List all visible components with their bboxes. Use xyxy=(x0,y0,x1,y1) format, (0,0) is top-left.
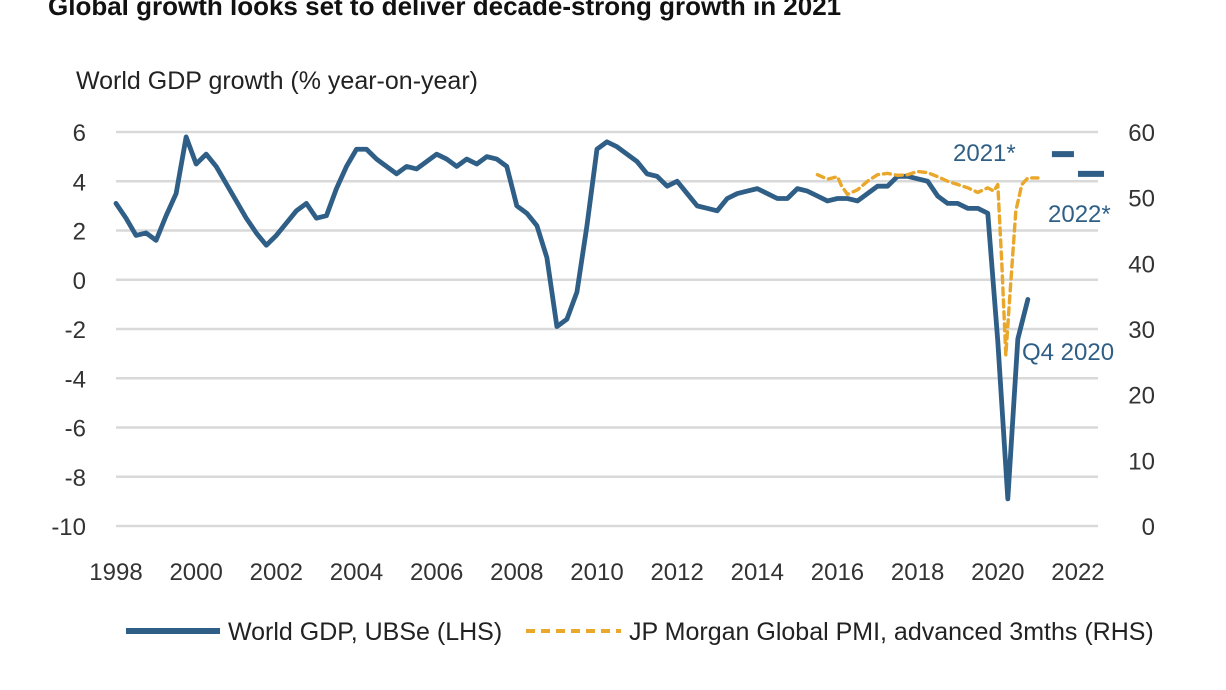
left-tick-label: -2 xyxy=(65,317,86,344)
x-tick-label: 2004 xyxy=(330,559,383,586)
left-tick-label: 0 xyxy=(73,268,86,295)
left-tick-label: -10 xyxy=(51,514,86,541)
chart-title: Global growth looks set to deliver decad… xyxy=(48,0,841,21)
right-axis-ticks: 60 50 40 30 20 10 0 xyxy=(1128,120,1155,541)
legend: World GDP, UBSe (LHS) JP Morgan Global P… xyxy=(126,618,1154,646)
x-tick-label: 2022 xyxy=(1051,559,1104,586)
y-axis-title: World GDP growth (% year-on-year) xyxy=(76,67,478,95)
right-tick-label: 30 xyxy=(1128,317,1155,344)
right-tick-label: 50 xyxy=(1128,186,1155,213)
x-tick-label: 2008 xyxy=(490,559,543,586)
legend-label-gdp: World GDP, UBSe (LHS) xyxy=(228,618,502,646)
x-tick-label: 2012 xyxy=(650,559,703,586)
x-tick-label: 2020 xyxy=(971,559,1024,586)
left-tick-label: 4 xyxy=(73,169,86,196)
legend-label-pmi: JP Morgan Global PMI, advanced 3mths (RH… xyxy=(629,618,1154,646)
left-tick-label: -4 xyxy=(65,366,86,393)
series-line-jp-morgan-pmi xyxy=(815,169,1040,357)
series-layer xyxy=(113,134,1105,502)
x-tick-label: 2002 xyxy=(250,559,303,586)
right-tick-label: 0 xyxy=(1142,514,1155,541)
annotation-2021: 2021* xyxy=(953,140,1016,167)
x-tick-label: 2006 xyxy=(410,559,463,586)
gridlines xyxy=(116,130,1098,528)
x-tick-label: 2010 xyxy=(570,559,623,586)
left-axis-ticks: 6 4 2 0 -2 -4 -6 -8 -10 xyxy=(51,120,86,541)
x-tick-label: 2016 xyxy=(811,559,864,586)
x-tick-label: 1998 xyxy=(89,559,142,586)
left-tick-label: -6 xyxy=(65,416,86,443)
annotation-q4-2020: Q4 2020 xyxy=(1022,339,1114,366)
left-tick-label: 6 xyxy=(73,120,86,147)
right-tick-label: 10 xyxy=(1128,448,1155,475)
x-tick-label: 2018 xyxy=(891,559,944,586)
right-tick-label: 60 xyxy=(1128,120,1155,147)
x-axis-ticks: 1998 2000 2002 2004 2006 2008 2010 2012 2014 2016… xyxy=(89,559,1104,586)
series-line-world-gdp xyxy=(113,134,1031,502)
left-tick-label: -8 xyxy=(65,465,86,492)
x-tick-label: 2000 xyxy=(169,559,222,586)
left-tick-label: 2 xyxy=(73,219,86,246)
right-tick-label: 40 xyxy=(1128,251,1155,278)
right-tick-label: 20 xyxy=(1128,383,1155,410)
x-tick-label: 2014 xyxy=(731,559,784,586)
annotation-2022: 2022* xyxy=(1048,201,1111,228)
